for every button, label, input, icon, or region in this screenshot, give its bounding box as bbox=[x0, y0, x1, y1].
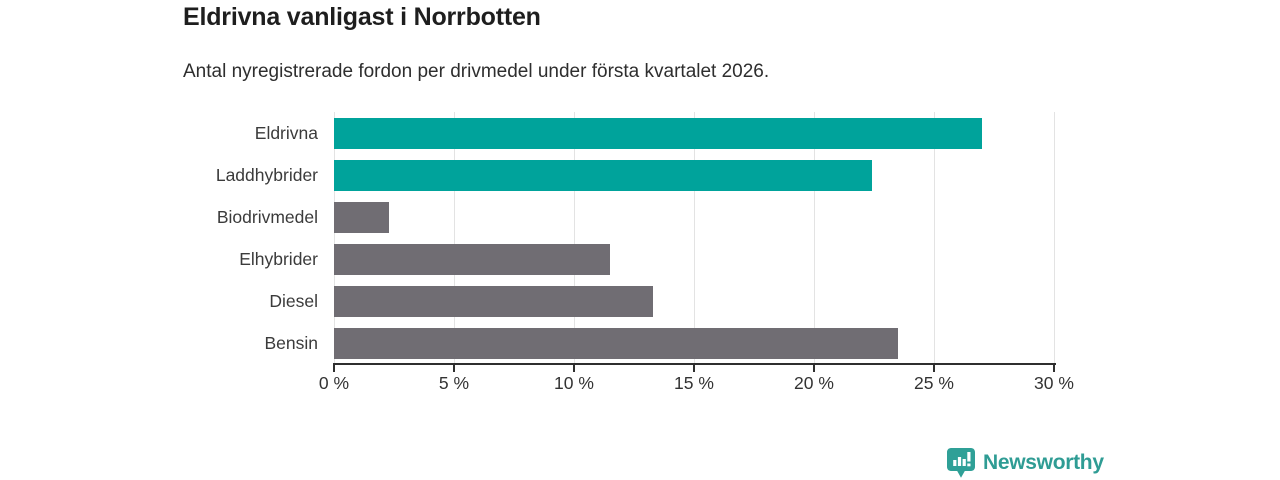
gridline bbox=[453, 112, 455, 364]
x-axis-tick-label: 15 % bbox=[674, 373, 714, 393]
x-axis-tick-mark bbox=[1053, 363, 1055, 372]
x-axis-tick-label: 5 % bbox=[438, 373, 470, 393]
bar bbox=[334, 118, 982, 149]
plot-area bbox=[333, 112, 1055, 364]
gridline bbox=[1053, 112, 1055, 364]
category-label: Bensin bbox=[264, 333, 318, 353]
x-axis-tick-label: 25 % bbox=[914, 373, 954, 393]
gridline bbox=[693, 112, 695, 364]
x-axis-tick-mark bbox=[813, 363, 815, 372]
x-axis-tick-label: 0 % bbox=[318, 373, 350, 393]
bar-chart-badge-icon bbox=[947, 448, 975, 478]
x-axis-tick-label: 20 % bbox=[794, 373, 834, 393]
category-label: Biodrivmedel bbox=[216, 207, 318, 227]
bar bbox=[334, 244, 610, 275]
gridline bbox=[813, 112, 815, 364]
x-axis-tick-label: 30 % bbox=[1034, 373, 1074, 393]
gridline bbox=[333, 112, 335, 364]
x-axis-tick-mark bbox=[693, 363, 695, 372]
gridline bbox=[933, 112, 935, 364]
newsworthy-logo: Newsworthy bbox=[946, 447, 1104, 479]
gridline bbox=[573, 112, 575, 364]
bar bbox=[334, 328, 898, 359]
x-axis-tick-label: 10 % bbox=[554, 373, 594, 393]
bar bbox=[334, 160, 872, 191]
category-label: Diesel bbox=[269, 291, 318, 311]
category-label: Laddhybrider bbox=[215, 165, 318, 185]
category-label: Eldrivna bbox=[254, 123, 318, 143]
x-axis-tick-mark bbox=[453, 363, 455, 372]
bar bbox=[334, 202, 390, 233]
chart-title: Eldrivna vanligast i Norrbotten bbox=[183, 3, 541, 31]
x-axis-tick-mark bbox=[573, 363, 575, 372]
x-axis-tick-mark bbox=[333, 363, 335, 372]
chart-subtitle: Antal nyregistrerade fordon per drivmede… bbox=[183, 61, 770, 82]
brand-name: Newsworthy bbox=[983, 451, 1104, 474]
x-axis-tick-mark bbox=[933, 363, 935, 372]
bar bbox=[334, 286, 654, 317]
category-label: Elhybrider bbox=[239, 249, 318, 269]
